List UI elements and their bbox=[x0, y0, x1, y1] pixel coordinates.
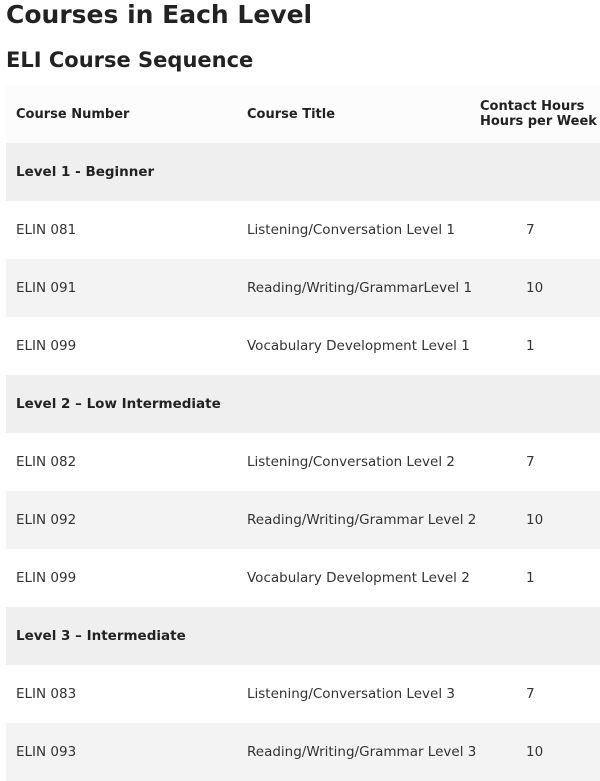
table-cell: 10 bbox=[526, 743, 544, 760]
table-cell: Listening/Conversation Level 1 bbox=[247, 221, 455, 238]
level-row: Level 1 - Beginner bbox=[6, 143, 600, 201]
header-cell: Course Title bbox=[247, 106, 336, 122]
table-cell: Vocabulary Development Level 2 bbox=[247, 569, 470, 586]
level-label: Level 1 - Beginner bbox=[16, 163, 155, 180]
header-line: Hours per Week bbox=[480, 114, 597, 129]
table-cell: ELIN 099 bbox=[16, 337, 77, 354]
course-table: Course Number Course Title Contact Hours Ho… bbox=[6, 85, 600, 781]
table-cell: ELIN 092 bbox=[16, 511, 77, 528]
table-cell: 1 bbox=[526, 337, 535, 354]
course-row: ELIN 081 Listening/Conversation Level 1 7 bbox=[6, 201, 600, 259]
table-cell: Reading/Writing/GrammarLevel 1 bbox=[247, 279, 473, 296]
table-cell: ELIN 099 bbox=[16, 569, 77, 586]
table-cell: Vocabulary Development Level 1 bbox=[247, 337, 470, 354]
level-row: Level 2 – Low Intermediate bbox=[6, 375, 600, 433]
course-row: ELIN 082 Listening/Conversation Level 2 7 bbox=[6, 433, 600, 491]
table-cell: Listening/Conversation Level 3 bbox=[247, 685, 455, 702]
table-cell: 1 bbox=[526, 569, 535, 586]
table-cell: 10 bbox=[526, 511, 544, 528]
level-row: Level 3 – Intermediate bbox=[6, 607, 600, 665]
table-cell: Reading/Writing/Grammar Level 2 bbox=[247, 511, 477, 528]
table-cell: 7 bbox=[526, 685, 535, 702]
table-cell: ELIN 093 bbox=[16, 743, 77, 760]
level-label: Level 2 – Low Intermediate bbox=[16, 395, 221, 412]
table-cell: 10 bbox=[526, 279, 544, 296]
header-cell: Contact Hours Hours per Week bbox=[480, 85, 597, 143]
table-cell: ELIN 081 bbox=[16, 221, 77, 238]
course-row: ELIN 099 Vocabulary Development Level 2 1 bbox=[6, 549, 600, 607]
table-cell: 7 bbox=[526, 453, 535, 470]
table-cell: ELIN 083 bbox=[16, 685, 77, 702]
header-row: Course Number Course Title Contact Hours Ho… bbox=[6, 85, 600, 143]
table-cell: ELIN 091 bbox=[16, 279, 77, 296]
course-row: ELIN 093 Reading/Writing/Grammar Level 3 1… bbox=[6, 723, 600, 781]
table-cell: Listening/Conversation Level 2 bbox=[247, 453, 455, 470]
course-row: ELIN 091 Reading/Writing/GrammarLevel 1 10 bbox=[6, 259, 600, 317]
header-line: Contact Hours bbox=[480, 99, 585, 114]
table-cell: Reading/Writing/Grammar Level 3 bbox=[247, 743, 477, 760]
header-cell: Course Number bbox=[16, 106, 130, 122]
table-cell: 7 bbox=[526, 221, 535, 238]
course-row: ELIN 099 Vocabulary Development Level 1 1 bbox=[6, 317, 600, 375]
course-row: ELIN 092 Reading/Writing/Grammar Level 2 1… bbox=[6, 491, 600, 549]
level-label: Level 3 – Intermediate bbox=[16, 627, 186, 644]
table-cell: ELIN 082 bbox=[16, 453, 77, 470]
page-title: Courses in Each Level bbox=[6, 0, 313, 29]
course-row: ELIN 083 Listening/Conversation Level 3 7 bbox=[6, 665, 600, 723]
section-title: ELI Course Sequence bbox=[6, 48, 254, 72]
